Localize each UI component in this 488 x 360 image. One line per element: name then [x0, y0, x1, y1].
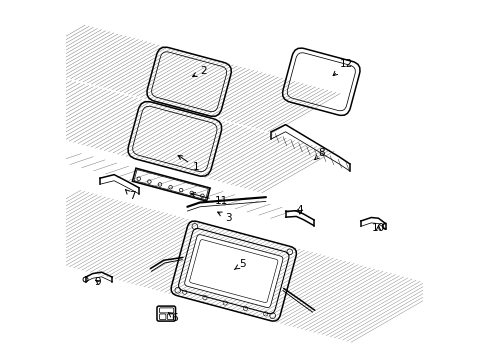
- Text: 2: 2: [192, 66, 206, 76]
- Text: 9: 9: [95, 277, 101, 287]
- Text: 6: 6: [168, 312, 178, 323]
- FancyBboxPatch shape: [128, 102, 221, 176]
- Text: 4: 4: [296, 205, 303, 215]
- Text: 5: 5: [234, 259, 245, 270]
- Polygon shape: [132, 168, 210, 201]
- Text: 8: 8: [314, 148, 324, 159]
- Text: 7: 7: [125, 190, 135, 201]
- FancyBboxPatch shape: [157, 306, 175, 321]
- FancyBboxPatch shape: [282, 48, 359, 116]
- FancyBboxPatch shape: [178, 229, 288, 314]
- Text: 1: 1: [178, 156, 199, 172]
- FancyBboxPatch shape: [146, 47, 231, 116]
- Text: 3: 3: [217, 212, 231, 222]
- FancyBboxPatch shape: [171, 221, 296, 321]
- Text: 11: 11: [191, 193, 227, 206]
- Text: 10: 10: [371, 223, 384, 233]
- Text: 12: 12: [332, 59, 352, 76]
- FancyBboxPatch shape: [184, 235, 283, 307]
